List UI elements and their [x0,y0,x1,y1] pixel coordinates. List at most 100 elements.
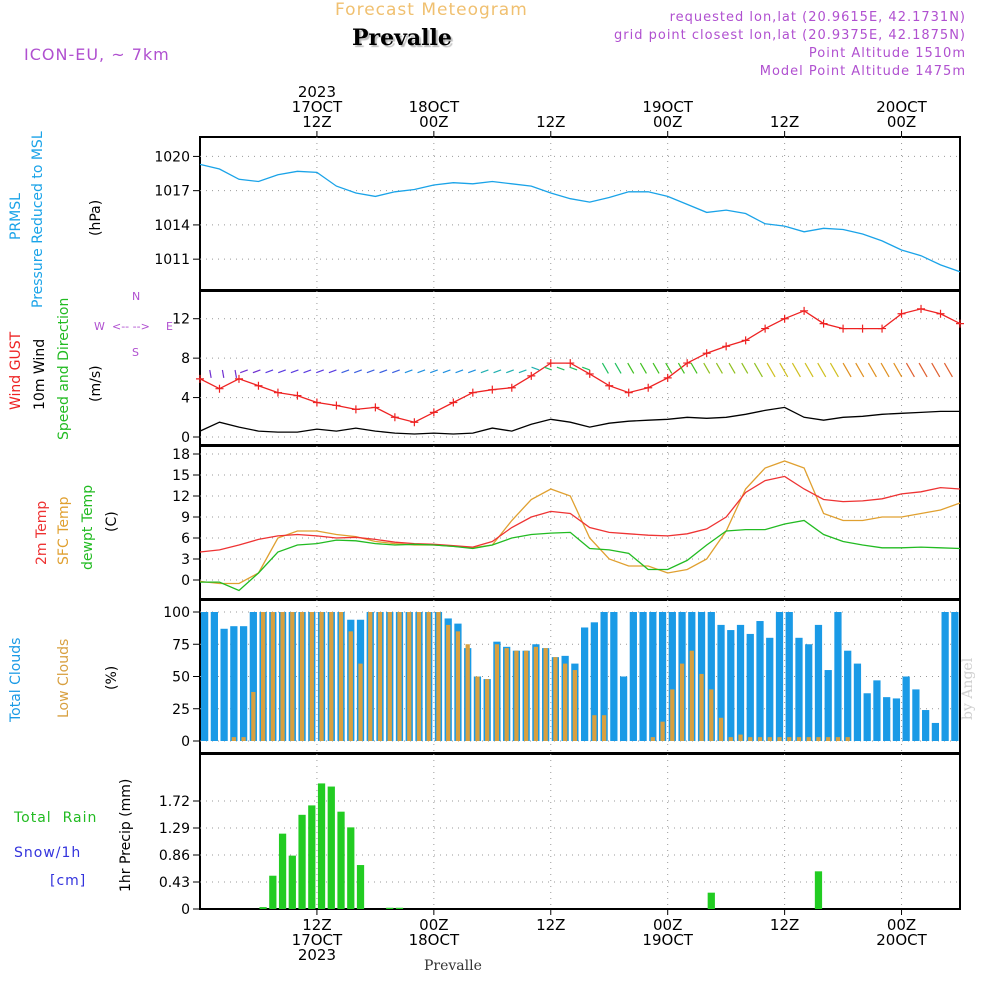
time-label-top: 12Z [536,113,565,131]
time-label-bottom: 00Z [653,916,682,934]
ytick-label-clouds: 25 [172,702,190,718]
low-clouds-bar [543,648,548,741]
total-clouds-bar [717,624,725,741]
rain-label: Total Rain [14,810,98,826]
time-label-bottom: 17OCT [292,931,343,949]
low-clouds-bar [728,737,733,741]
low-clouds-bar [650,737,655,741]
gust-marker [312,398,321,407]
wind-direction-arrow [855,362,865,378]
time-label-top: 17OCT [292,98,343,116]
wind-direction-arrow [341,369,350,374]
compass-cross: <-- --> [112,320,150,333]
wind-direction-arrow [753,362,763,378]
ytick-label-pressure: 1017 [154,184,190,200]
wind-direction-arrow [931,362,941,378]
ytick-label-clouds: 50 [172,670,190,686]
wind-direction-arrow [766,362,776,378]
grid-lines [200,137,960,909]
panel-frame-pressure [199,136,961,291]
low-clouds-bar [397,612,402,741]
ytick-label-pressure: 1020 [154,149,190,165]
wind-direction-arrow [804,362,814,378]
temp-unit: (C) [104,511,120,532]
total-clouds-bar [239,626,248,741]
total-clouds-bar [610,612,618,741]
time-label-top: 00Z [887,113,916,131]
total-clouds-bar [210,612,218,741]
model-altitude: Model Point Altitude 1475m [759,64,966,79]
wind-direction-arrow [715,362,723,374]
gust-marker [234,374,243,383]
wind-unit: (m/s) [88,365,104,402]
gust-marker [429,408,438,417]
low-clouds-bar [348,631,353,741]
snow-unit-label: [cm] [50,873,87,889]
total-clouds-bar [668,612,676,741]
gust-marker [546,359,555,368]
total-clouds-bar [795,637,803,741]
low-clouds-bar [767,737,772,741]
total-clouds-bar [912,689,920,741]
low-clouds-bar [241,737,246,741]
wind-direction-arrow [209,369,212,378]
total-clouds-bar [853,663,862,741]
precip-bar [814,871,823,909]
wind-direction-arrow [404,369,413,374]
low-clouds-bar [475,676,480,741]
time-label-top: 00Z [653,113,682,131]
compass-west: W [94,320,105,333]
wind-direction-arrow [690,362,698,374]
low-clouds-bar [514,650,519,741]
ytick-label-clouds: 75 [172,637,190,653]
gridpoint-coords: grid point closest lon,lat (20.9375E, 42… [614,28,966,43]
wind-10m-label: 10m Wind [32,338,48,410]
gust-marker [585,369,594,378]
time-label-top: 2023 [298,83,336,101]
precip-bar [317,783,326,909]
low-clouds-bar [787,737,792,741]
precip-bar [327,786,335,909]
ytick-label-precipitation: 1.29 [159,821,190,837]
low-clouds-bar [368,612,373,741]
total-clouds-bar [201,612,209,741]
low-clouds-bar [465,644,470,741]
wind-direction-arrow [328,369,337,374]
wind-direction-arrow [493,369,502,374]
total-clouds-bar [951,612,959,741]
gust-marker [936,309,945,318]
gust-marker [956,319,964,328]
precip-bar [269,875,277,909]
panel-frame-temperature [199,445,961,600]
wind-direction-arrow [665,362,673,374]
low-clouds-bar [738,734,743,741]
axis-labels: 1011101410171020048120369121518025507510… [154,83,927,964]
low-clouds-bar [592,715,597,741]
wind-direction-arrow [893,362,903,378]
low-clouds-bar [504,648,509,741]
time-label-top: 12Z [770,113,799,131]
wind-direction-arrow [791,362,801,378]
total-clouds-bar [746,633,754,741]
ytick-label-wind: 0 [181,430,190,446]
pressure-label-1: PRMSL [8,193,24,240]
total-clouds-bar [629,612,637,741]
ytick-label-temperature: 3 [181,552,190,568]
ytick-label-pressure: 1014 [154,218,190,234]
series-prmsl-line [199,163,961,273]
wind-direction-arrow [918,362,928,378]
low-clouds-bar [358,663,363,741]
ytick-label-wind: 12 [172,312,190,328]
wind-direction-arrow [531,366,540,371]
gust-marker [468,388,477,397]
ytick-label-temperature: 18 [172,447,190,463]
ytick-label-pressure: 1011 [154,252,190,268]
total-clouds-bar [220,628,228,741]
low-clouds-bar [563,663,568,741]
time-label-bottom: 00Z [419,916,448,934]
total-clouds-bar [727,630,735,741]
compass-north: N [132,290,141,303]
ytick-label-wind: 8 [181,351,190,367]
low-clouds-bar [377,612,383,741]
